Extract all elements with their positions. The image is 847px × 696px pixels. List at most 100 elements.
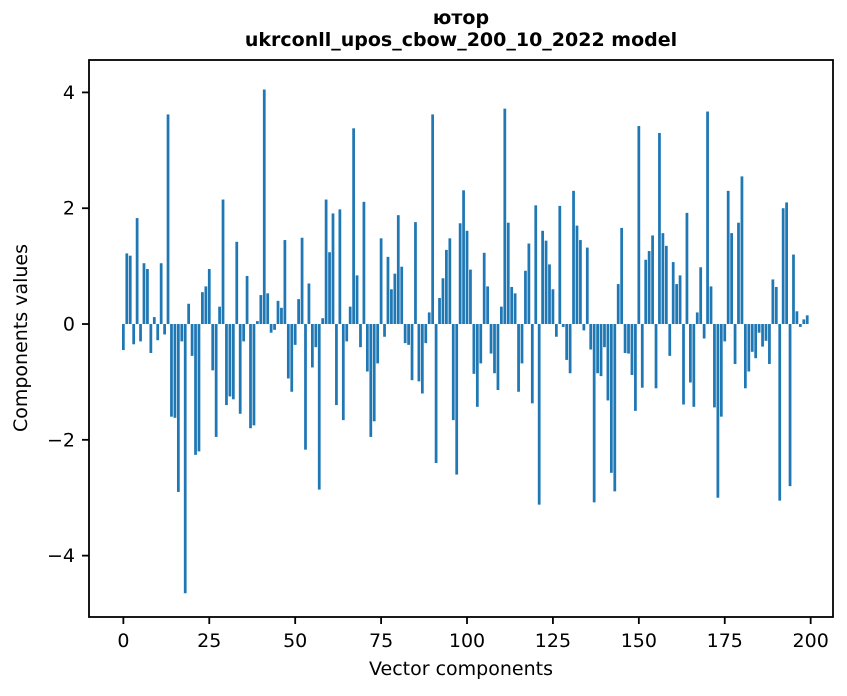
bar [750, 324, 754, 352]
bar [280, 307, 283, 325]
bar [785, 202, 788, 325]
bar [142, 263, 146, 325]
bar [173, 324, 177, 418]
bar [534, 205, 538, 325]
bar [634, 324, 637, 411]
bar [472, 324, 476, 374]
bar [383, 324, 386, 337]
bar [348, 306, 352, 325]
bar [764, 324, 768, 341]
bar [469, 269, 472, 325]
x-tick-label: 50 [283, 630, 307, 652]
bar [692, 324, 696, 407]
bar [121, 324, 125, 351]
bar [778, 324, 782, 501]
bar [530, 324, 534, 404]
bar [651, 235, 654, 325]
bar [372, 324, 376, 422]
bar [369, 324, 373, 437]
bar [317, 324, 321, 490]
bar [678, 275, 682, 325]
bar [396, 215, 400, 325]
bar [238, 324, 242, 414]
bar [297, 299, 300, 325]
bar [365, 324, 369, 372]
x-tick-label: 100 [449, 630, 485, 652]
bar [579, 240, 582, 325]
bar [249, 324, 252, 429]
bar [228, 324, 232, 397]
bar [733, 324, 737, 364]
bar [176, 324, 180, 492]
bar [771, 279, 775, 325]
bar [699, 267, 703, 325]
bar [290, 324, 294, 392]
bar [424, 324, 428, 344]
bar [561, 324, 565, 327]
bar [345, 324, 349, 342]
bar [475, 324, 479, 407]
bar [156, 324, 160, 341]
bar [438, 297, 441, 325]
bar [390, 289, 393, 325]
bar [218, 306, 221, 325]
bar [286, 324, 290, 379]
bar [427, 312, 431, 325]
bar [128, 255, 132, 325]
bar [671, 262, 675, 325]
bar [259, 295, 263, 325]
bar [510, 286, 514, 325]
bar [359, 324, 362, 348]
bar [572, 190, 575, 325]
bar [668, 324, 672, 356]
bar [802, 319, 806, 325]
bar [551, 289, 555, 325]
bar [689, 324, 692, 383]
bar [565, 324, 569, 360]
bar [300, 237, 304, 325]
bar [362, 201, 366, 325]
bar [630, 324, 634, 375]
y-tick-label: −4 [47, 545, 75, 567]
bar [341, 324, 345, 421]
bar [235, 241, 239, 325]
bar [706, 111, 709, 325]
y-tick-label: 2 [63, 198, 75, 220]
bar [768, 324, 771, 364]
bar [613, 324, 617, 492]
bar [558, 205, 562, 325]
bar [201, 292, 204, 325]
bar [585, 247, 589, 325]
x-axis-label: Vector components [369, 658, 553, 680]
bar [500, 306, 503, 325]
bar [262, 89, 266, 325]
bar [152, 317, 156, 325]
bar [170, 324, 173, 417]
bar [465, 230, 469, 325]
bar [761, 324, 764, 347]
x-tick-label: 75 [369, 630, 393, 652]
bar [207, 269, 211, 325]
bar [283, 240, 287, 325]
bar [568, 324, 572, 374]
bar [462, 190, 465, 325]
bar [183, 324, 187, 594]
bar [293, 324, 297, 345]
bar [352, 128, 355, 325]
bar [376, 324, 380, 364]
bar [805, 315, 809, 325]
bar [747, 324, 751, 372]
bar [682, 324, 685, 405]
bar [458, 223, 462, 325]
bar [702, 324, 706, 339]
bar [527, 243, 531, 325]
bar [410, 324, 414, 381]
bar [737, 222, 740, 325]
bar [716, 324, 720, 498]
bar [139, 324, 142, 342]
bar [355, 275, 359, 325]
bar [328, 252, 331, 325]
chart-subtitle: ukrconll_upos_cbow_200_10_2022 model [244, 29, 678, 51]
bar [221, 199, 225, 325]
